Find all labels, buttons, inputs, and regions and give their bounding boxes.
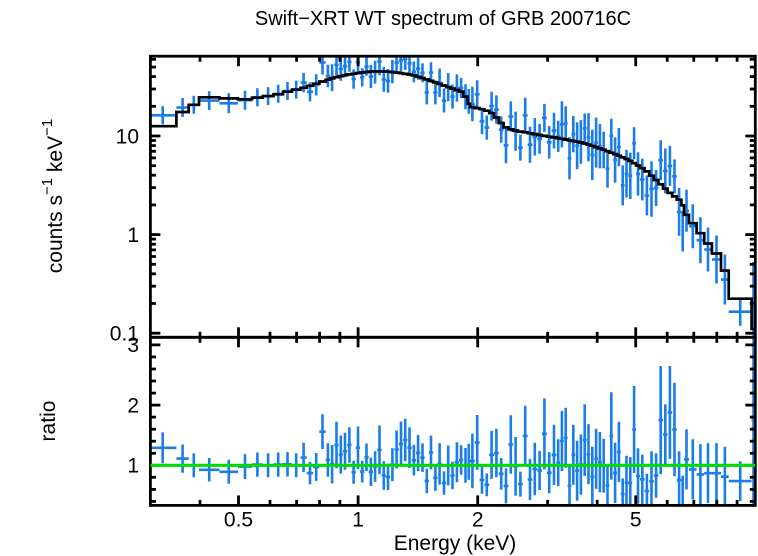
svg-text:3: 3	[127, 334, 139, 357]
svg-text:Energy (keV): Energy (keV)	[394, 532, 517, 555]
svg-text:0.1: 0.1	[110, 323, 139, 346]
svg-text:ratio: ratio	[37, 401, 60, 442]
svg-text:2: 2	[127, 394, 139, 417]
svg-text:1: 1	[352, 508, 364, 531]
svg-text:10: 10	[116, 125, 139, 148]
svg-text:1: 1	[127, 224, 139, 247]
svg-text:5: 5	[630, 508, 642, 531]
svg-text:2: 2	[472, 508, 484, 531]
svg-text:1: 1	[127, 455, 139, 478]
svg-text:counts s−1 keV−1: counts s−1 keV−1	[39, 119, 67, 273]
svg-text:Swift−XRT WT spectrum of GRB 2: Swift−XRT WT spectrum of GRB 200716C	[255, 8, 631, 30]
svg-text:0.5: 0.5	[224, 508, 253, 531]
